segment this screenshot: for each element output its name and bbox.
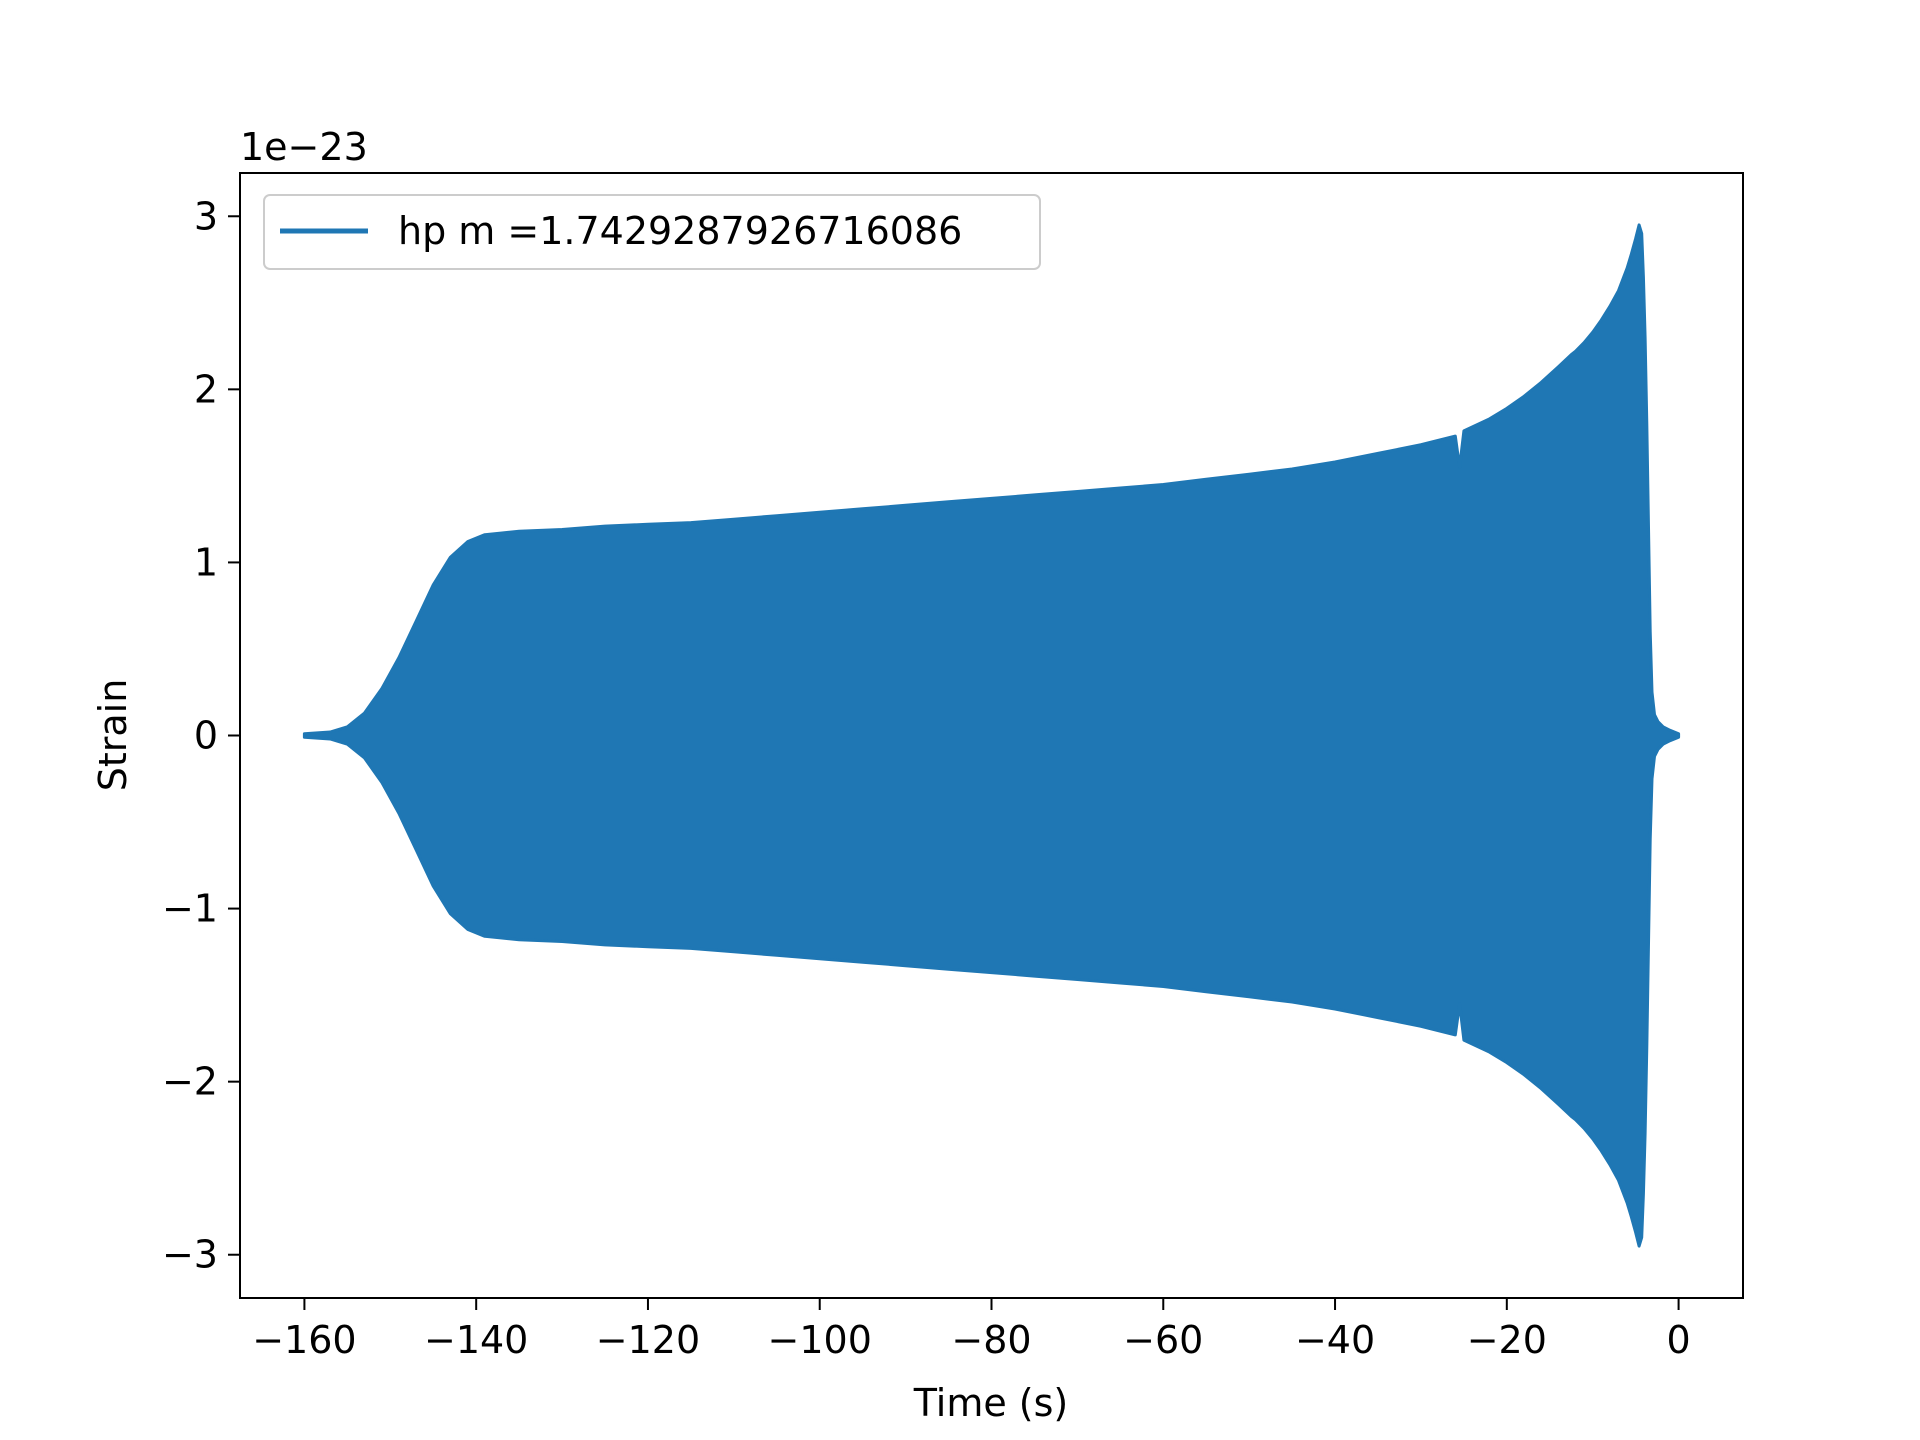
series-hp-waveform <box>302 223 1681 1248</box>
x-tick-label: −40 <box>1295 1318 1375 1362</box>
y-axis-scale-label: 1e−23 <box>240 125 368 169</box>
x-tick-label: −100 <box>768 1318 872 1362</box>
y-axis-label: Strain <box>91 679 135 792</box>
y-tick-label: −3 <box>162 1233 218 1277</box>
x-tick-label: −60 <box>1123 1318 1203 1362</box>
y-tick-label: −2 <box>162 1060 218 1104</box>
x-tick-label: −160 <box>252 1318 356 1362</box>
x-tick-label: −120 <box>596 1318 700 1362</box>
legend: hp m =1.7429287926716086 <box>263 194 1041 270</box>
x-tick-label: −80 <box>951 1318 1031 1362</box>
y-axis: −3 −2 −1 0 1 2 3 <box>162 194 240 1277</box>
y-tick-label: −1 <box>162 887 218 931</box>
x-tick-label: 0 <box>1666 1318 1690 1362</box>
y-tick-label: 1 <box>194 540 218 584</box>
x-axis-label: Time (s) <box>913 1381 1069 1425</box>
x-axis: −160 −140 −120 −100 −80 −60 −40 −20 0 <box>252 1298 1691 1362</box>
legend-entry-label: hp m =1.7429287926716086 <box>398 209 962 253</box>
y-tick-label: 0 <box>194 714 218 758</box>
plot-area <box>302 223 1681 1248</box>
x-tick-label: −140 <box>424 1318 528 1362</box>
legend-box <box>263 194 1041 270</box>
y-tick-label: 3 <box>194 194 218 238</box>
x-tick-label: −20 <box>1467 1318 1547 1362</box>
y-tick-label: 2 <box>194 367 218 411</box>
